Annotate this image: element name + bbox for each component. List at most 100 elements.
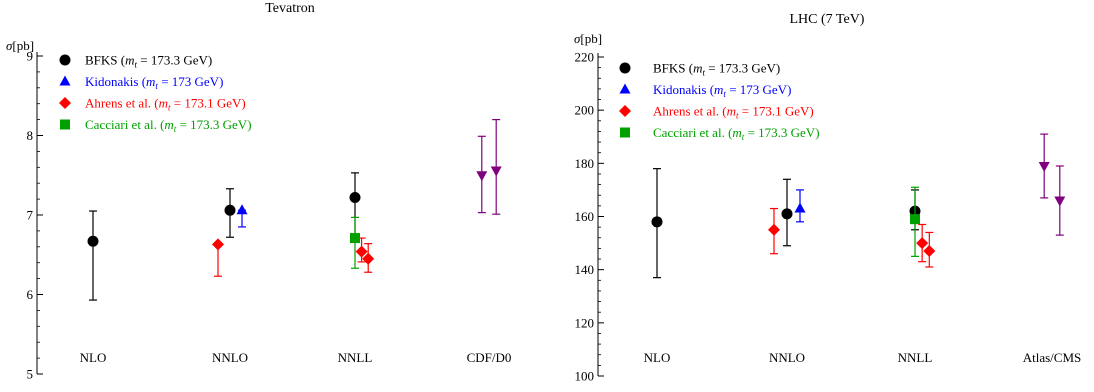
legend-text-part: t: [736, 111, 739, 121]
legend-text-part: = 173.3 GeV): [744, 125, 819, 140]
category-label: NNLL: [898, 350, 933, 365]
legend-entry: BFKS (mt = 173.3 GeV): [653, 61, 780, 78]
data-point: [362, 252, 375, 265]
data-point: [910, 214, 920, 225]
y-tick-label: 220: [575, 50, 595, 65]
y-tick-label: 180: [575, 156, 595, 171]
series-bfks: [651, 168, 921, 279]
data-point: [476, 171, 488, 182]
legend-entry: Cacciari et al. (mt = 173.3 GeV): [653, 125, 820, 142]
legend-marker: [620, 127, 630, 138]
chart-title: Tevatron: [265, 1, 315, 16]
legend-text-part: Kidonakis (: [653, 82, 714, 97]
legend-entry: Kidonakis (mt = 173 GeV): [653, 82, 791, 99]
legend-text-part: m: [146, 74, 155, 89]
y-tick-label: 5: [27, 367, 34, 382]
data-point: [794, 202, 806, 213]
series-bfks: [87, 172, 361, 301]
series-cacciari-et-al: [350, 216, 360, 269]
category-label: NLO: [644, 350, 671, 365]
series-kidonakis: [236, 204, 248, 228]
data-point: [916, 237, 929, 250]
legend-text-part: t: [168, 103, 171, 113]
legend-entry: Kidonakis (mt = 173 GeV): [85, 74, 223, 91]
chart-title: LHC (7 TeV): [790, 12, 865, 27]
y-tick-label: 6: [27, 287, 34, 302]
data-point: [350, 233, 360, 244]
legend-text-part: = 173.3 GeV): [137, 53, 212, 68]
series-ahrens-et-al: [768, 207, 936, 268]
legend-text-part: t: [135, 60, 138, 70]
category-label: Atlas/CMS: [1023, 350, 1082, 365]
legend-text-part: m: [693, 61, 702, 76]
legend-marker: [619, 83, 631, 94]
y-axis-label-symbol: σ: [574, 31, 581, 46]
category-label: NLO: [80, 350, 107, 365]
category-label: NNLO: [769, 350, 805, 365]
chart-panel-2: LHC (7 TeV) σ[pb] 100 120 140 160 180 200 220 NLO…: [574, 12, 1081, 384]
y-tick-label: 200: [575, 103, 595, 118]
y-tick-label: 120: [575, 315, 595, 330]
legend-text-part: t: [155, 81, 158, 91]
y-tick-label: 8: [27, 128, 34, 143]
legend-entry: BFKS (mt = 173.3 GeV): [85, 53, 212, 70]
legend-entry: Cacciari et al. (mt = 173.3 GeV): [85, 117, 252, 134]
legend-marker: [59, 54, 71, 66]
category-label: CDF/D0: [467, 350, 512, 365]
y-tick-label: 160: [575, 209, 595, 224]
legend-text-part: m: [727, 104, 736, 119]
legend-text-part: = 173.1 GeV): [171, 96, 246, 111]
legend: BFKS (mt = 173.3 GeV)Kidonakis (mt = 173…: [619, 61, 820, 142]
category-label: NNLO: [212, 350, 248, 365]
data-point: [236, 204, 248, 215]
series-cacciari-et-al: [910, 186, 920, 257]
data-point: [87, 235, 99, 247]
chart-panel-1: Tevatron σ[pb] 5 6 7 8 9 NLO NNLO NNLL CDF/D0 BFKS …: [6, 1, 511, 382]
legend-marker: [619, 62, 631, 74]
legend-text-part: t: [174, 124, 177, 134]
y-tick-label: 9: [27, 49, 34, 64]
series-atlas-cms: [1038, 133, 1066, 236]
series-ahrens-et-al: [212, 237, 375, 277]
legend-text-part: m: [164, 117, 173, 132]
legend-text-part: = 173.3 GeV): [176, 117, 251, 132]
legend-text-part: BFKS (: [653, 61, 693, 76]
legend-marker: [619, 105, 631, 117]
legend-text-part: m: [159, 96, 168, 111]
series-cdf-d0: [476, 118, 502, 215]
legend-text-part: Ahrens et al. (: [85, 96, 159, 111]
legend: BFKS (mt = 173.3 GeV)Kidonakis (mt = 173…: [59, 53, 252, 134]
data-point: [349, 192, 361, 204]
data-point: [651, 216, 663, 228]
y-axis-label: σ[pb]: [574, 31, 602, 46]
data-point: [490, 166, 502, 177]
legend-text-part: t: [723, 89, 726, 99]
data-point: [1038, 161, 1050, 172]
legend-marker: [60, 119, 70, 130]
data-point: [781, 208, 793, 220]
legend-text-part: t: [703, 68, 706, 78]
legend-entry: Ahrens et al. (mt = 173.1 GeV): [653, 104, 814, 121]
data-point: [212, 238, 224, 251]
y-tick-label: 100: [575, 369, 595, 384]
category-label: NNLL: [338, 350, 373, 365]
legend-text-part: Cacciari et al. (: [653, 125, 732, 140]
data-point: [768, 223, 780, 236]
y-tick-label: 140: [575, 262, 595, 277]
legend-text-part: Kidonakis (: [85, 74, 146, 89]
legend-marker: [59, 75, 71, 86]
legend-text-part: m: [714, 82, 723, 97]
legend-text-part: m: [732, 125, 741, 140]
legend-marker: [59, 97, 71, 109]
legend-text-part: = 173.3 GeV): [705, 61, 780, 76]
legend-text-part: m: [125, 53, 134, 68]
y-axis-label-unit: [pb]: [580, 31, 602, 46]
y-axis-label: σ[pb]: [6, 38, 34, 53]
data-point: [355, 245, 368, 258]
legend-text-part: = 173 GeV): [158, 74, 223, 89]
data-point: [224, 204, 236, 216]
legend-text-part: = 173.1 GeV): [739, 104, 814, 119]
legend-text-part: BFKS (: [85, 53, 125, 68]
legend-text-part: = 173 GeV): [726, 82, 791, 97]
